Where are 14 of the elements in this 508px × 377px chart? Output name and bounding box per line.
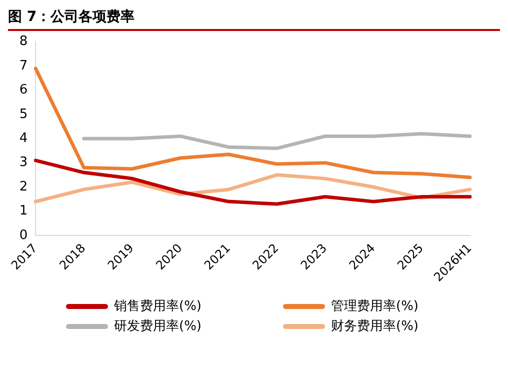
y-tick-label: 3 xyxy=(19,155,28,170)
legend-label: 管理费用率(%) xyxy=(331,298,418,315)
y-tick-label: 5 xyxy=(19,106,28,122)
legend-label: 销售费用率(%) xyxy=(114,298,202,315)
y-tick-label: 2 xyxy=(19,179,28,194)
y-tick-label: 1 xyxy=(19,204,28,219)
chart-title: 图 7：公司各项费率 xyxy=(8,8,500,31)
y-tick-label: 0 xyxy=(19,228,28,243)
y-tick-label: 7 xyxy=(19,58,28,74)
legend-label: 研发费用率(%) xyxy=(114,318,202,335)
y-tick-label: 6 xyxy=(19,82,28,98)
y-tick-label: 4 xyxy=(19,130,28,146)
legend-label: 财务费用率(%) xyxy=(331,318,418,335)
y-tick-label: 8 xyxy=(19,34,28,50)
